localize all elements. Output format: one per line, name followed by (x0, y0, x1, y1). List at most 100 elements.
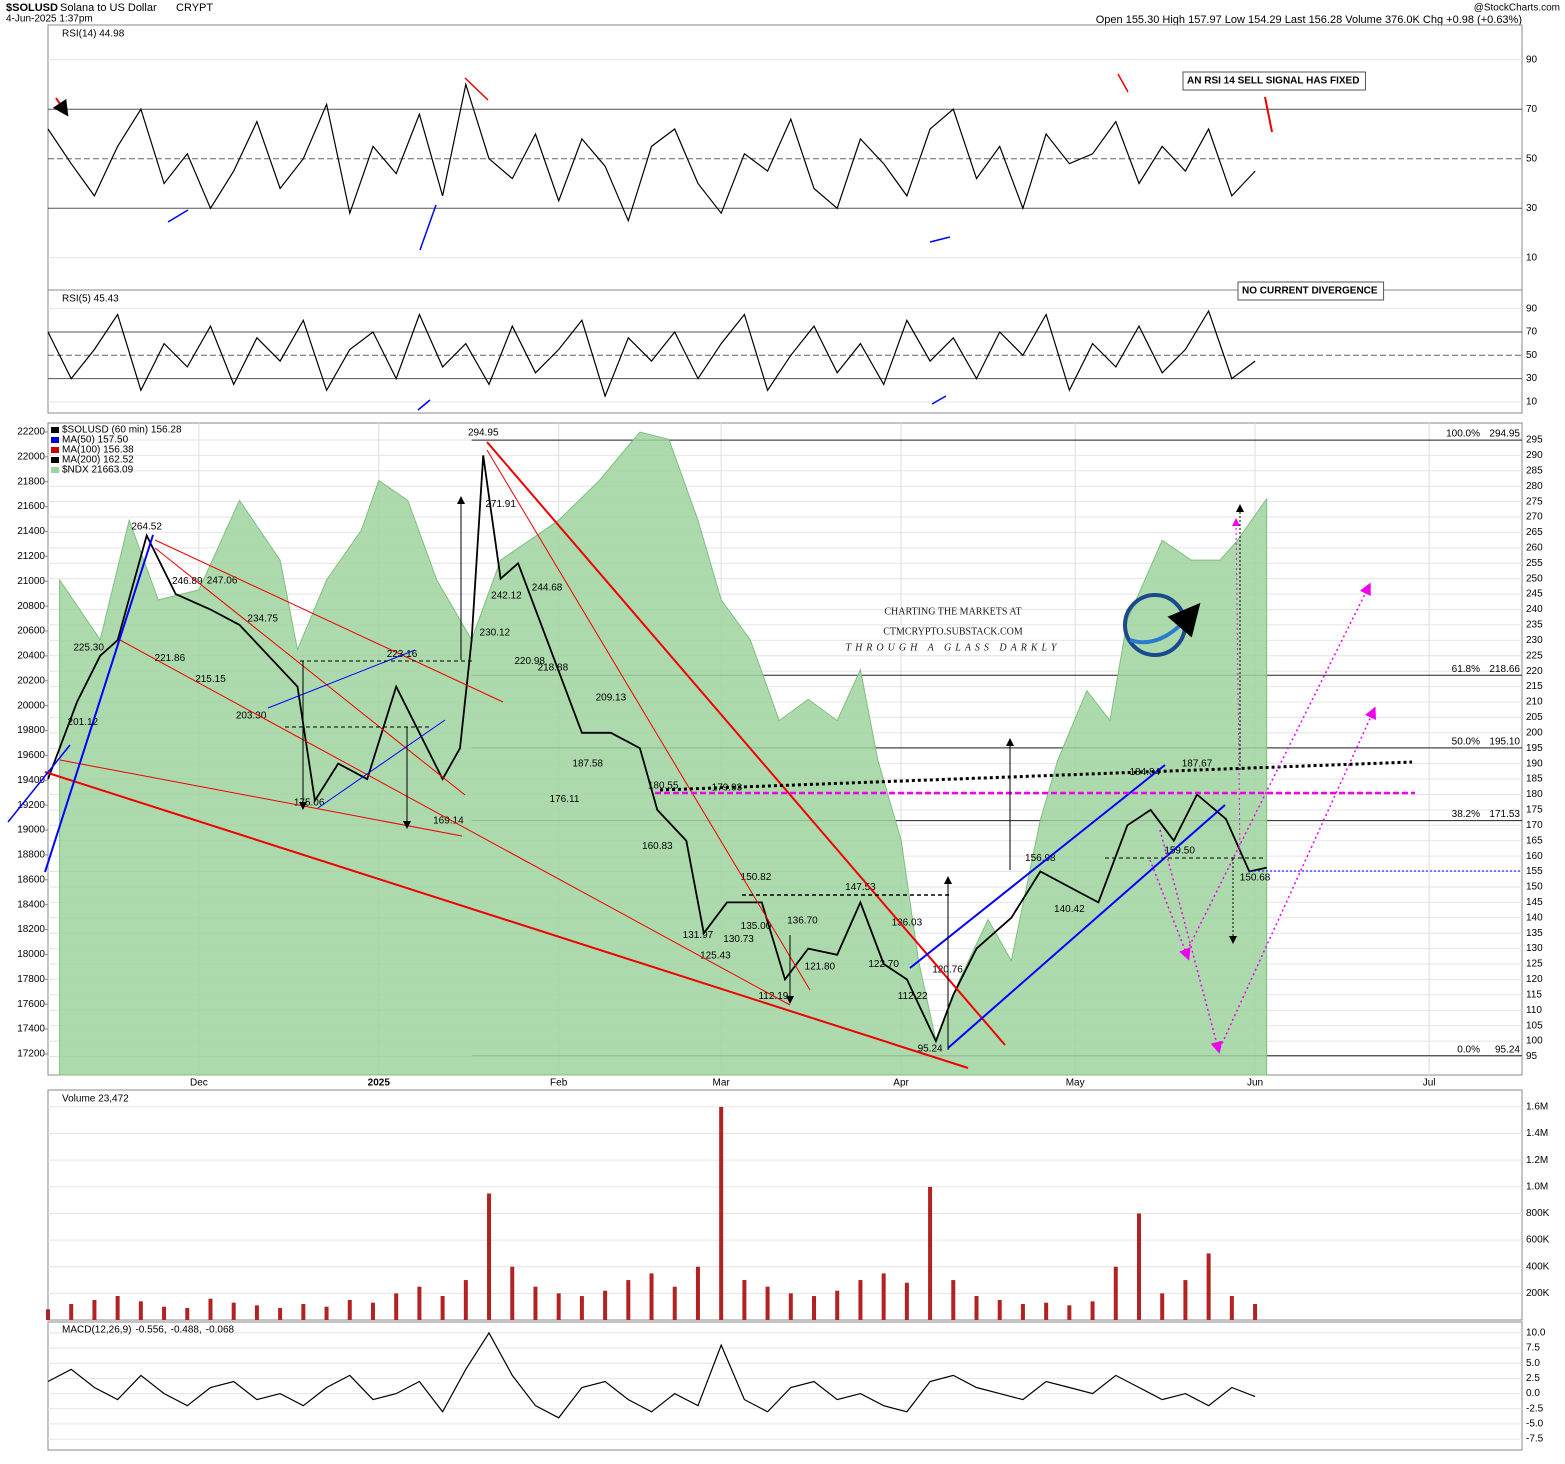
bar (603, 1290, 608, 1320)
bar (951, 1280, 956, 1320)
trend-line (59, 759, 463, 837)
fib-value: 218.66 (1489, 664, 1520, 675)
y-tick-label: 50 (1526, 153, 1538, 164)
bar (1044, 1302, 1049, 1320)
bar (858, 1280, 863, 1320)
bar (1020, 1304, 1025, 1320)
annotation-box (1237, 281, 1385, 301)
annotation: AN RSI 14 SELL SIGNAL HAS FIXED (1187, 76, 1359, 87)
bar (881, 1273, 886, 1320)
bar (1206, 1253, 1211, 1320)
price-label: 184.84 (1129, 767, 1160, 778)
projection (1184, 582, 1371, 956)
y2-tick-label: 18600 (17, 874, 45, 885)
y-tick-label: 10 (1526, 397, 1538, 408)
y-tick-label: 95 (1526, 1051, 1538, 1062)
price-label: 246.89 (172, 576, 203, 587)
price-label: 221.86 (155, 653, 186, 664)
y2-tick-label: 21600 (17, 501, 45, 512)
trend-line (154, 547, 466, 796)
trend-line (44, 771, 969, 1069)
bar (579, 1296, 584, 1320)
bar (440, 1296, 445, 1320)
y-tick-label: 50 (1526, 350, 1538, 361)
symbol: $SOLUSD (6, 2, 58, 14)
price-label: 112.19 (758, 991, 788, 1002)
price-label: 201.12 (68, 717, 99, 728)
x-tick-label: 2025 (368, 1078, 391, 1089)
y2-tick-label: 18200 (17, 924, 45, 935)
bar (510, 1266, 515, 1320)
y2-tick-label: 18000 (17, 949, 45, 960)
price-label: 180.55 (648, 780, 679, 791)
line (47, 1331, 1256, 1419)
y-tick-label: 195 (1526, 743, 1543, 754)
bar (626, 1280, 631, 1320)
legend-swatch (51, 447, 59, 453)
fib-label: 0.0% (1457, 1044, 1480, 1055)
y2-tick-label: 20200 (17, 675, 45, 686)
bar (115, 1296, 120, 1320)
bar (92, 1300, 97, 1320)
fib-value: 294.95 (1489, 429, 1520, 440)
price-label: 244.68 (532, 583, 563, 594)
y-tick-label: 240 (1526, 604, 1543, 615)
price-label: 136.03 (892, 918, 923, 929)
rsi-signal (931, 395, 947, 405)
y2-tick-label: 19600 (17, 750, 45, 761)
trend-line (486, 441, 1006, 1046)
bar (370, 1302, 375, 1320)
bar (788, 1293, 793, 1320)
timestamp: 4-Jun-2025 1:37pm (6, 14, 93, 25)
price-label: 135.00 (741, 921, 772, 932)
price-label: 159.50 (1164, 845, 1195, 856)
y-tick-label: 260 (1526, 542, 1543, 553)
bar (1229, 1296, 1234, 1320)
y-tick-label: 180 (1526, 789, 1543, 800)
fib-value: 171.53 (1489, 809, 1520, 820)
x-tick-label: Apr (893, 1078, 909, 1089)
bar (1183, 1280, 1188, 1320)
bar (904, 1282, 909, 1320)
title-box (50, 1093, 128, 1105)
panel-title: RSI(5) 45.43 (62, 294, 119, 305)
price-label: 136.70 (787, 916, 818, 927)
price-label: 230.12 (480, 628, 511, 639)
y-tick-label: 290 (1526, 450, 1543, 461)
bar (417, 1286, 422, 1320)
y-tick-label: 90 (1526, 54, 1538, 65)
y-tick-label: 1.2M (1526, 1155, 1548, 1166)
y-tick-label: 800K (1526, 1208, 1550, 1219)
x-tick-label: Dec (190, 1078, 208, 1089)
y-tick-label: 165 (1526, 835, 1543, 846)
projection (1149, 859, 1191, 961)
price-label: 121.80 (805, 962, 836, 973)
y-tick-label: 110 (1526, 1005, 1542, 1016)
price-label: 125.43 (700, 950, 731, 961)
y2-tick-label: 22200 (17, 427, 45, 438)
channel-line (7, 744, 71, 823)
price-label: 225.30 (73, 642, 104, 653)
y-tick-label: 1.4M (1526, 1128, 1548, 1139)
price-label: 215.15 (195, 674, 226, 685)
watermark: CTMCRYPTO.SUBSTACK.COM (883, 626, 1023, 637)
y-tick-label: -2.5 (1526, 1403, 1544, 1414)
bar (556, 1293, 561, 1320)
y2-tick-label: 19000 (17, 825, 45, 836)
x-tick-label: Jul (1423, 1078, 1436, 1089)
bar (649, 1273, 654, 1320)
y-tick-label: 175 (1526, 805, 1543, 816)
panel-title: Volume 23,472 (62, 1094, 129, 1105)
rsi-signal (167, 209, 189, 223)
bar (695, 1266, 700, 1320)
bar (46, 1309, 50, 1320)
logo (1129, 602, 1201, 645)
y-tick-label: 275 (1526, 496, 1543, 507)
price-label: 130.73 (723, 934, 754, 945)
channel-line (909, 764, 1166, 969)
bar (278, 1308, 283, 1320)
bar (742, 1280, 747, 1320)
x-tick-label: Feb (550, 1078, 568, 1089)
y-tick-label: 285 (1526, 465, 1543, 476)
panel-title: -0.488, (171, 1325, 202, 1336)
